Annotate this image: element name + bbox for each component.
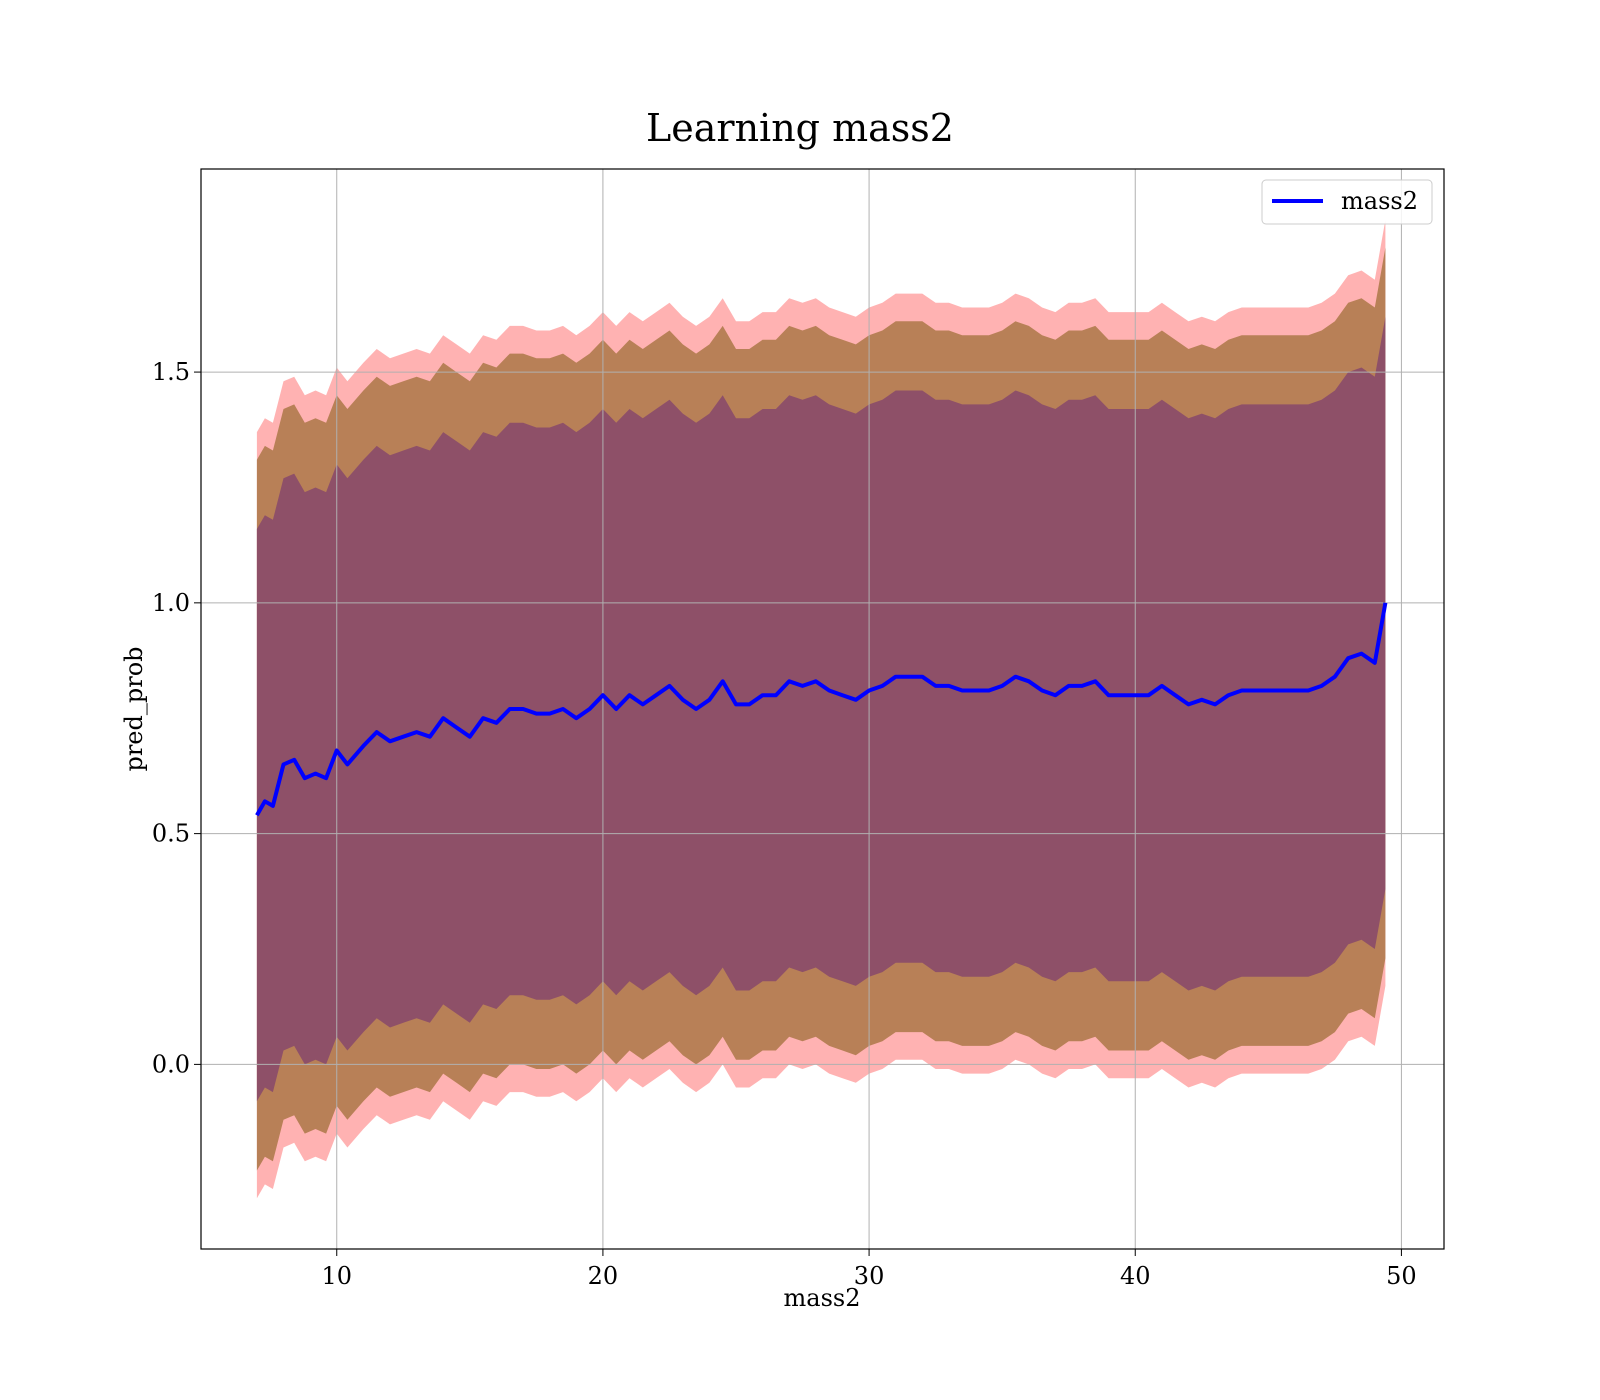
chart-title: Learning mass2 [646, 106, 954, 150]
y-axis-ticks: 0.0 0.5 1.0 1.5 [152, 358, 201, 1078]
x-tick-label: 10 [321, 1262, 352, 1290]
line-layer [255, 602, 1388, 817]
x-tick-label: 50 [1386, 1262, 1417, 1290]
y-tick-label: 1.0 [152, 589, 190, 617]
x-axis-ticks: 10 20 30 40 50 [321, 1249, 1417, 1290]
legend: mass2 [1261, 179, 1433, 225]
plot-frame [200, 168, 1445, 1250]
legend-box [1261, 179, 1433, 225]
y-tick-label: 1.5 [152, 358, 190, 386]
y-axis-label: pred_prob [120, 646, 148, 771]
x-axis-label: mass2 [784, 1284, 861, 1312]
y-tick-label: 0.5 [152, 820, 190, 848]
series-line-mass2 [255, 602, 1388, 817]
confidence-band [256, 316, 1386, 1102]
x-tick-label: 20 [588, 1262, 619, 1290]
band-layer [256, 219, 1386, 1199]
legend-entry-label: mass2 [1341, 187, 1418, 215]
y-tick-label: 0.0 [152, 1050, 190, 1078]
x-tick-label: 30 [854, 1262, 885, 1290]
grid-layer [201, 169, 1444, 1249]
x-tick-label: 40 [1120, 1262, 1151, 1290]
